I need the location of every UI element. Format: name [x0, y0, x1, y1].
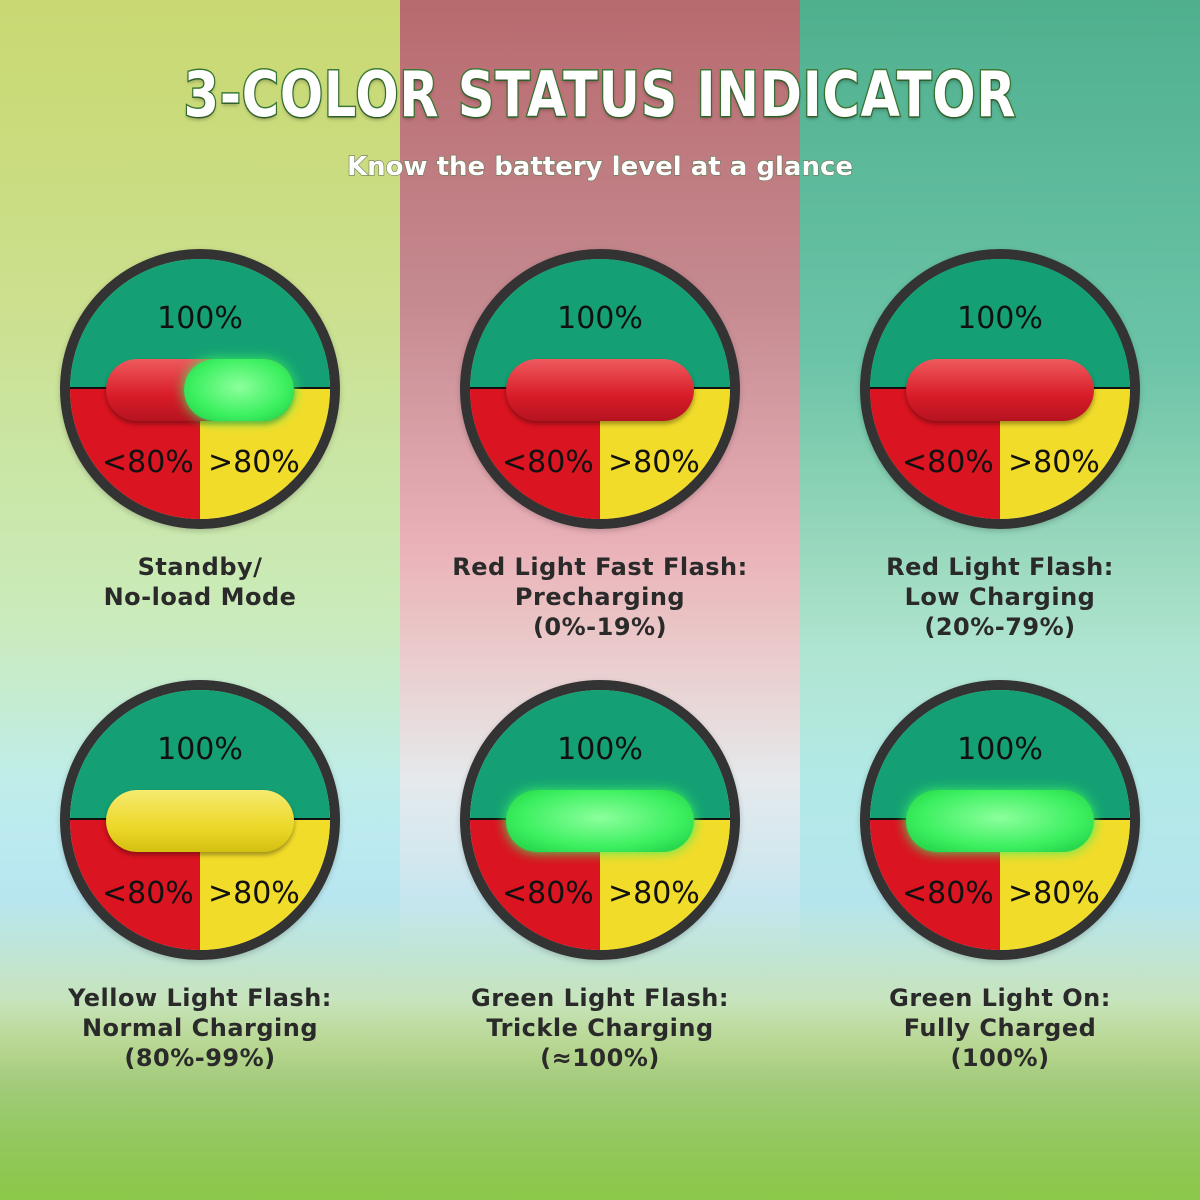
indicator-light-red	[906, 359, 1094, 421]
grass-landscape	[0, 1000, 1200, 1200]
label-above-80: >80%	[208, 876, 300, 911]
indicator-caption: Green Light Flash: Trickle Charging (≈100%…	[400, 983, 800, 1073]
label-100: 100%	[557, 301, 643, 336]
label-100: 100%	[957, 732, 1043, 767]
caption-line: (80%-99%)	[124, 1044, 276, 1072]
label-100: 100%	[157, 301, 243, 336]
label-above-80: >80%	[1008, 445, 1100, 480]
label-below-80: <80%	[902, 445, 994, 480]
indicator-caption: Standby/No-load Mode	[0, 552, 400, 612]
label-100: 100%	[557, 732, 643, 767]
caption-line: (20%-79%)	[924, 613, 1076, 641]
caption-line: No-load Mode	[103, 583, 297, 611]
caption-line: Green Light Flash:	[471, 984, 729, 1012]
caption-line: Fully Charged	[903, 1014, 1097, 1042]
label-above-80: >80%	[608, 445, 700, 480]
indicator-light-green	[184, 359, 294, 421]
status-indicator: 100% <80% >80%	[860, 249, 1140, 529]
status-indicator: 100% <80% >80%	[460, 249, 740, 529]
indicator-light-green	[906, 790, 1094, 852]
label-100: 100%	[957, 301, 1043, 336]
caption-line: (100%)	[950, 1044, 1050, 1072]
caption-line: Red Light Flash:	[886, 553, 1114, 581]
label-below-80: <80%	[902, 876, 994, 911]
label-100: 100%	[157, 732, 243, 767]
caption-line: (0%-19%)	[532, 613, 668, 641]
indicator-light-red	[506, 359, 694, 421]
label-below-80: <80%	[502, 445, 594, 480]
status-indicator: 100% <80% >80%	[60, 680, 340, 960]
label-below-80: <80%	[102, 876, 194, 911]
indicator-light-red	[106, 359, 294, 421]
caption-line: Trickle Charging	[486, 1014, 714, 1042]
status-indicator: 100% <80% >80%	[60, 249, 340, 529]
status-indicator: 100% <80% >80%	[460, 680, 740, 960]
caption-line: Standby/	[137, 553, 263, 581]
indicator-caption: Green Light On: Fully Charged (100%)	[800, 983, 1200, 1073]
caption-line: Precharging	[514, 583, 686, 611]
caption-line: Green Light On:	[889, 984, 1111, 1012]
indicator-caption: Red Light Fast Flash: Precharging (0%-19%)	[400, 552, 800, 642]
label-below-80: <80%	[502, 876, 594, 911]
page-title: 3-COLOR STATUS INDICATOR	[182, 57, 1017, 133]
label-above-80: >80%	[208, 445, 300, 480]
label-below-80: <80%	[102, 445, 194, 480]
indicator-caption: Red Light Flash: Low Charging (20%-79%)	[800, 552, 1200, 642]
indicator-caption: Yellow Light Flash: Normal Charging (80%-9…	[0, 983, 400, 1073]
indicator-light-yellow	[106, 790, 294, 852]
label-above-80: >80%	[608, 876, 700, 911]
caption-line: Normal Charging	[81, 1014, 319, 1042]
caption-line: (≈100%)	[540, 1044, 660, 1072]
caption-line: Red Light Fast Flash:	[452, 553, 748, 581]
subtitle: Know the battery level at a glance	[346, 151, 854, 182]
caption-line: Yellow Light Flash:	[68, 984, 332, 1012]
indicator-light-green	[506, 790, 694, 852]
status-indicator: 100% <80% >80%	[860, 680, 1140, 960]
label-above-80: >80%	[1008, 876, 1100, 911]
caption-line: Low Charging	[904, 583, 1096, 611]
